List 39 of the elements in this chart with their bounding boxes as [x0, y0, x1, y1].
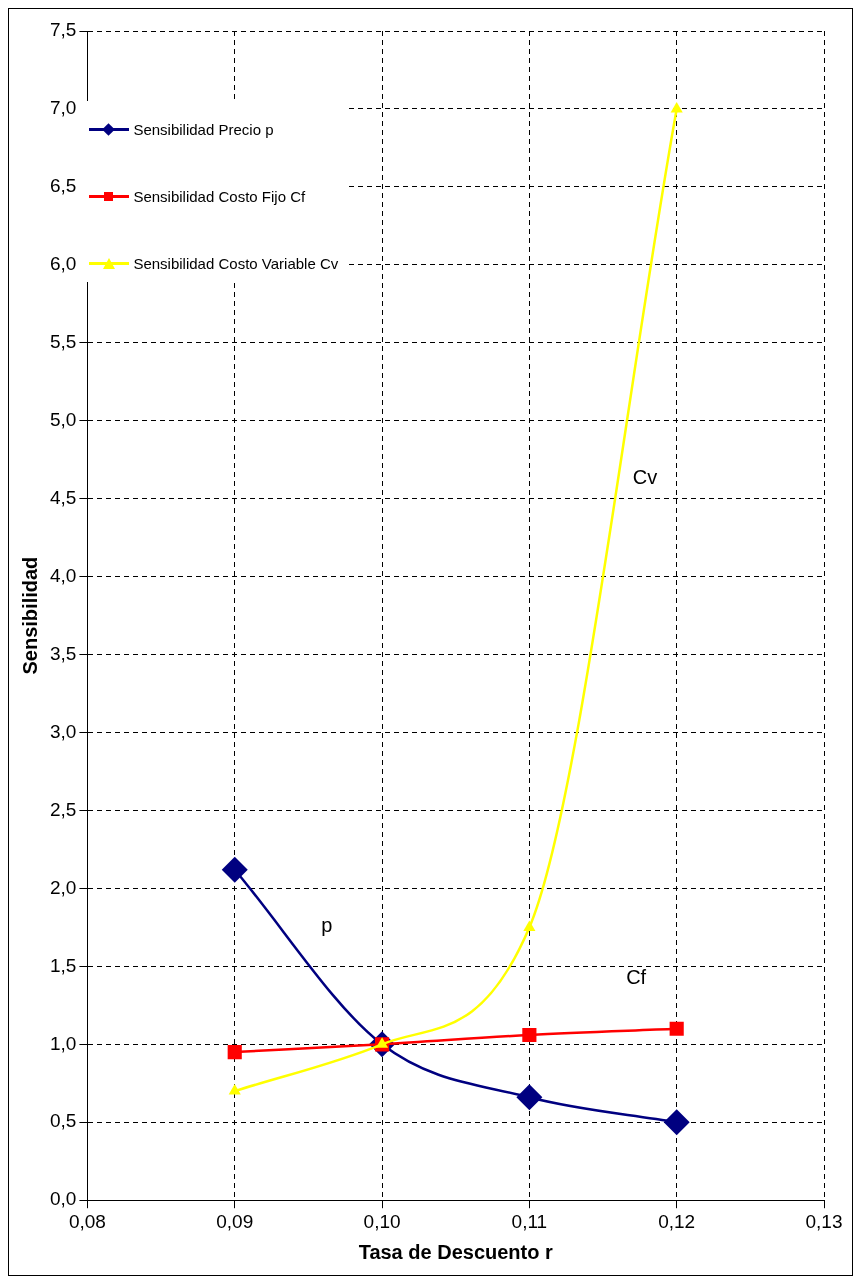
y-tick-label: 2,0	[49, 876, 77, 898]
x-axis-title: Tasa de Descuento r	[358, 1240, 553, 1263]
y-tick-label: 5,0	[49, 408, 77, 430]
point	[670, 101, 683, 113]
point	[516, 1084, 543, 1111]
legend-label: Sensibilidad Costo Variable Cv	[133, 255, 339, 272]
y-tick-label: 1,5	[49, 954, 77, 976]
point	[523, 920, 536, 931]
y-tick-label: 4,5	[49, 486, 77, 508]
x-tick-label: 0,08	[68, 1210, 106, 1232]
point	[663, 1109, 690, 1136]
annotation: p	[321, 914, 333, 937]
y-tick-label: 7,5	[49, 19, 77, 41]
x-tick-label: 0,09	[216, 1210, 254, 1232]
x-tick-label: 0,11	[511, 1210, 548, 1232]
point	[669, 1021, 684, 1036]
y-axis-title: Sensibilidad	[18, 556, 41, 675]
y-tick-label: 0,0	[49, 1188, 77, 1210]
y-tick-label: 7,0	[49, 97, 77, 119]
y-tick-label: 3,5	[49, 642, 77, 664]
y-tick-label: 0,5	[49, 1110, 77, 1132]
y-tick-label: 4,0	[49, 564, 77, 586]
y-tick-label: 1,0	[49, 1032, 77, 1054]
y-tick-label: 3,0	[49, 720, 77, 742]
x-tick-label: 0,13	[805, 1210, 843, 1232]
x-tick-label: 0,10	[363, 1210, 401, 1232]
annotation: Cv	[632, 466, 658, 489]
point	[522, 1027, 537, 1043]
annotation: Cf	[626, 965, 647, 988]
y-tick-label: 5,5	[49, 331, 77, 353]
point	[228, 1084, 241, 1095]
legend-label: Sensibilidad Precio p	[133, 121, 274, 138]
point	[221, 856, 248, 883]
y-tick-label: 6,0	[49, 253, 77, 275]
legend-label: Sensibilidad Costo Fijo Cf	[133, 188, 306, 205]
x-tick-label: 0,12	[658, 1210, 696, 1232]
point	[227, 1045, 242, 1060]
y-tick-label: 6,5	[49, 175, 77, 197]
y-tick-label: 2,5	[49, 798, 77, 820]
